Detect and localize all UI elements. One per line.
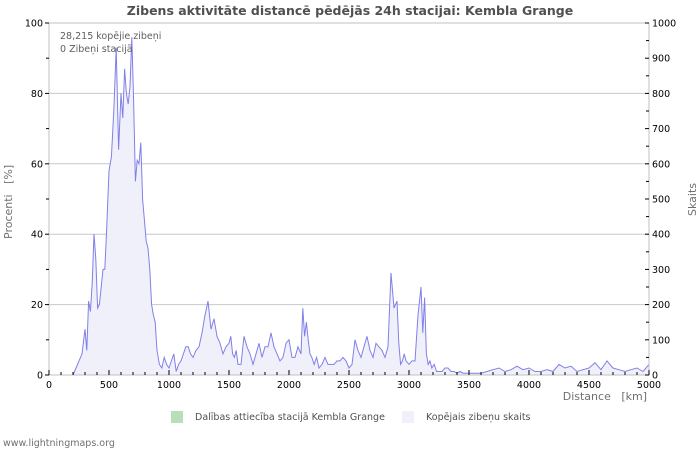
right-tick-label: 1000 [652, 19, 676, 30]
total-strikes-area [73, 37, 649, 375]
x-tick-label: 0 [46, 380, 52, 391]
right-tick-label: 400 [652, 230, 670, 241]
x-axis-ticks: 0 500 1000 1500 2000 2500 3000 3500 4000 4500 5000 [46, 370, 661, 391]
x-tick-label: 2000 [277, 380, 301, 391]
legend-label: Dalības attiecība stacijā Kembla Grange [195, 411, 385, 423]
station-strikes-text: 0 Zibeņi stacijā [60, 44, 133, 55]
left-axis-ticks: 0 20 40 60 80 100 [25, 19, 49, 382]
legend-label: Kopējais zibeņu skaits [426, 411, 531, 423]
legend-swatch-green [171, 411, 183, 423]
right-tick-label: 300 [652, 265, 670, 276]
total-strikes-text: 28,215 kopējie zibeņi [60, 31, 162, 42]
right-axis-ticks: 0 100 200 300 400 500 600 700 800 900 1000 [645, 19, 676, 382]
x-tick-label: 500 [100, 380, 118, 391]
x-tick-label: 2500 [337, 380, 361, 391]
left-tick-label: 0 [37, 371, 43, 382]
legend-item-total-strikes: Kopējais zibeņu skaits [402, 411, 531, 423]
x-tick-label: 1500 [217, 380, 241, 391]
stats-box: 28,215 kopējie zibeņi 0 Zibeņi stacijā [60, 30, 161, 56]
x-tick-label: 1000 [157, 380, 181, 391]
total-strikes-line [72, 37, 650, 376]
x-axis-label: Distance [km] [562, 390, 647, 403]
x-tick-label: 3500 [457, 380, 481, 391]
x-tick-label: 5000 [637, 380, 661, 391]
right-tick-label: 200 [652, 300, 670, 311]
left-tick-label: 100 [25, 19, 43, 30]
left-tick-label: 80 [31, 89, 43, 100]
left-axis-label: Procenti [%] [2, 164, 15, 239]
right-axis-label: Skaits [686, 183, 699, 216]
right-tick-label: 600 [652, 159, 670, 170]
x-tick-label: 3000 [397, 380, 421, 391]
right-tick-label: 700 [652, 124, 670, 135]
right-tick-label: 900 [652, 54, 670, 65]
right-tick-label: 800 [652, 89, 670, 100]
right-tick-label: 100 [652, 335, 670, 346]
left-tick-label: 60 [31, 159, 43, 170]
legend-item-station-ratio: Dalības attiecība stacijā Kembla Grange [171, 411, 385, 423]
right-tick-label: 0 [652, 371, 658, 382]
legend: Dalības attiecība stacijā Kembla Grange … [0, 411, 700, 427]
right-tick-label: 500 [652, 195, 670, 206]
left-tick-label: 40 [31, 230, 43, 241]
legend-swatch-lavender [402, 411, 414, 423]
footer-link[interactable]: www.lightningmaps.org [3, 438, 115, 449]
left-tick-label: 20 [31, 300, 43, 311]
x-tick-label: 4000 [517, 380, 541, 391]
x-tick-label: 4500 [577, 380, 601, 391]
chart-title: Zibens aktivitāte distancē pēdējās 24h s… [126, 3, 574, 18]
